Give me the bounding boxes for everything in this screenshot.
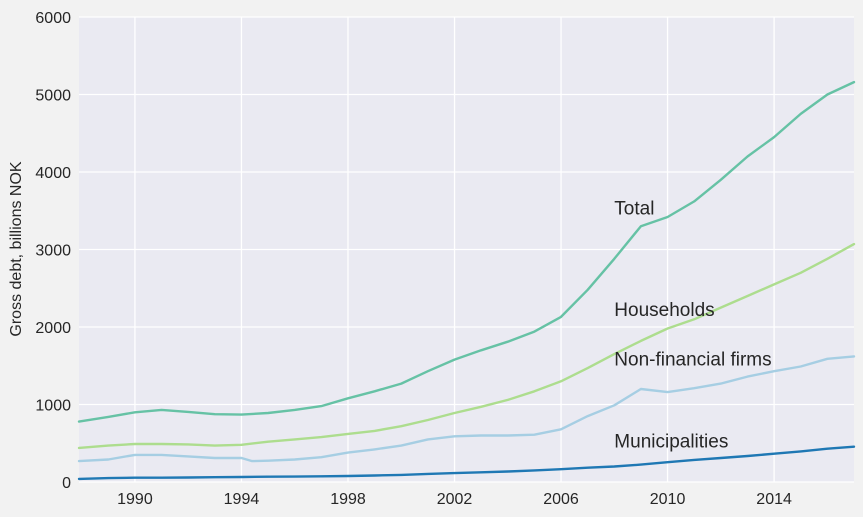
y-tick-label: 1000 xyxy=(35,398,71,415)
y-tick-label: 5000 xyxy=(35,88,71,105)
series-label-municipalities: Municipalities xyxy=(614,432,728,453)
y-tick-label: 2000 xyxy=(35,320,71,337)
grid-lines xyxy=(79,16,854,483)
x-axis-ticks: 1990 1994 1998 2002 2006 2010 2014 xyxy=(117,491,792,508)
x-tick-label: 1990 xyxy=(117,491,153,508)
x-tick-label: 2006 xyxy=(543,491,579,508)
y-tick-label: 0 xyxy=(62,475,71,492)
series-line-households xyxy=(77,242,856,450)
x-tick-label: 1998 xyxy=(330,491,366,508)
series-lines xyxy=(77,80,856,481)
y-axis-ticks: 0 1000 2000 3000 4000 5000 6000 xyxy=(35,10,71,492)
x-tick-label: 2002 xyxy=(437,491,473,508)
series-label-non-financial-firms: Non-financial firms xyxy=(614,350,771,371)
series-label-households: Households xyxy=(614,300,714,321)
series-label-total: Total xyxy=(614,198,654,219)
series-line-municipalities xyxy=(77,445,856,481)
y-tick-label: 3000 xyxy=(35,243,71,260)
x-tick-label: 2014 xyxy=(756,491,792,508)
series-line-total xyxy=(77,80,856,423)
series-line-non-financial-firms xyxy=(77,355,856,463)
y-axis-title: Gross debt, billions NOK xyxy=(8,161,25,337)
y-tick-label: 6000 xyxy=(35,10,71,27)
x-tick-label: 1994 xyxy=(224,491,260,508)
y-tick-label: 4000 xyxy=(35,165,71,182)
series-labels: Total Households Non-financial firms Munici… xyxy=(614,198,771,452)
x-tick-label: 2010 xyxy=(650,491,686,508)
